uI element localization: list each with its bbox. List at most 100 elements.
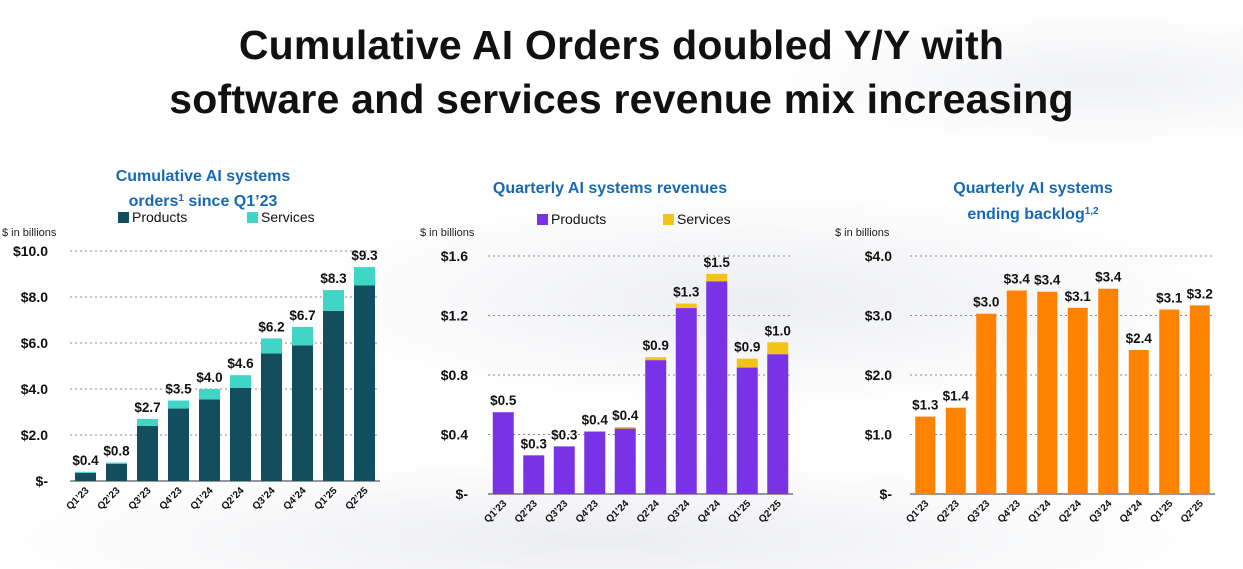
y-tick-label: $1.0 — [865, 427, 892, 443]
x-tick-label: Q1’23 — [904, 498, 931, 525]
bar-products — [584, 431, 606, 494]
bar-backlog — [1189, 305, 1210, 494]
data-label: $1.3 — [912, 398, 939, 413]
legend-label-services: Services — [261, 209, 315, 225]
data-label: $0.4 — [582, 413, 609, 428]
x-tick-label: Q4’24 — [696, 498, 723, 525]
x-tick-label: Q1’23 — [482, 498, 509, 525]
x-tick-label: Q2’24 — [1057, 498, 1084, 525]
bar-services — [261, 338, 282, 354]
x-tick-label: Q1’24 — [604, 498, 631, 525]
x-tick-label: Q2’23 — [935, 498, 962, 525]
page-title-line-2: software and services revenue mix increa… — [169, 76, 1074, 122]
chart-title-text-tail: since Q1’23 — [184, 193, 277, 210]
bar-products — [261, 353, 282, 481]
data-label: $0.5 — [490, 393, 517, 408]
data-label: $1.0 — [765, 323, 791, 338]
bar-services — [75, 471, 96, 473]
x-tick-label: Q3’24 — [1087, 498, 1114, 525]
bar-services — [137, 418, 158, 426]
bar-products — [645, 360, 667, 494]
bar-services — [230, 375, 251, 388]
data-label: $3.4 — [1034, 273, 1061, 288]
data-label: $6.2 — [258, 319, 284, 334]
x-tick-label: Q1’25 — [1148, 498, 1175, 525]
units-label: $ in billions — [420, 227, 475, 239]
x-tick-label: Q4’23 — [158, 485, 185, 512]
data-label: $0.4 — [612, 408, 639, 423]
y-tick-label: $- — [880, 486, 893, 502]
data-label: $0.9 — [643, 338, 669, 353]
bar-products — [354, 285, 375, 481]
bar-services — [354, 267, 375, 286]
y-tick-label: $1.6 — [441, 248, 468, 264]
x-tick-label: Q3’24 — [251, 485, 278, 512]
units-label: $ in billions — [835, 227, 890, 239]
x-tick-label: Q3’23 — [127, 485, 154, 512]
y-tick-label: $6.0 — [21, 335, 48, 351]
bar-products — [106, 463, 127, 481]
bar-backlog — [1159, 309, 1180, 494]
legend-swatch-products — [118, 212, 129, 223]
x-tick-label: Q2’25 — [1179, 498, 1206, 525]
bar-products — [137, 425, 158, 481]
bar-services — [645, 357, 667, 361]
legend-swatch-services — [663, 214, 674, 225]
page-title-line-1: Cumulative AI Orders doubled Y/Y with — [238, 22, 1005, 68]
x-tick-label: Q1’23 — [65, 485, 92, 512]
chart-title-superscript: 1,2 — [1085, 206, 1099, 217]
bar-services — [168, 400, 189, 409]
legend-swatch-services — [247, 212, 258, 223]
units-label: $ in billions — [2, 227, 57, 239]
bar-products — [292, 345, 313, 481]
bar-services — [767, 342, 789, 355]
data-label: $0.9 — [734, 340, 760, 355]
data-label: $0.4 — [72, 453, 99, 468]
bar-services — [706, 273, 728, 282]
chart-title-line-1: Cumulative AI systems — [116, 168, 291, 185]
x-tick-label: Q1’25 — [313, 485, 340, 512]
legend-label-products: Products — [551, 211, 606, 227]
x-tick-label: Q4’24 — [1118, 498, 1145, 525]
bar-backlog — [1098, 288, 1119, 494]
x-tick-label: Q4’23 — [996, 498, 1023, 525]
y-tick-label: $4.0 — [21, 381, 48, 397]
y-tick-label: $0.4 — [441, 427, 468, 443]
y-tick-label: $10.0 — [13, 243, 48, 259]
bar-products — [523, 455, 545, 494]
data-label: $4.6 — [227, 356, 254, 371]
x-tick-label: Q2’23 — [96, 485, 123, 512]
bar-products — [230, 387, 251, 481]
x-tick-label: Q1’24 — [1026, 498, 1053, 525]
data-label: $1.4 — [943, 389, 970, 404]
y-tick-label: $- — [36, 473, 49, 489]
data-label: $1.3 — [673, 285, 700, 300]
chart-title-text: ending backlog — [967, 206, 1084, 223]
data-label: $0.3 — [521, 436, 548, 451]
bar-services — [736, 358, 758, 368]
data-label: $3.0 — [973, 295, 999, 310]
y-tick-label: $0.8 — [441, 367, 468, 383]
bar-products — [168, 408, 189, 481]
x-tick-label: Q2’23 — [513, 498, 540, 525]
x-tick-label: Q2’25 — [344, 485, 371, 512]
chart-title-line-2: orders1 since Q1’23 — [129, 193, 278, 211]
data-label: $8.3 — [320, 271, 347, 286]
data-label: $3.4 — [1004, 272, 1031, 287]
y-tick-label: $- — [456, 486, 469, 502]
bar-services — [614, 427, 636, 429]
chart-3: Quarterly AI systems ending backlog1,2 $ i… — [835, 180, 1215, 525]
chart-1: Cumulative AI systems orders1 since Q1’23… — [2, 168, 380, 512]
x-tick-label: Q2’25 — [757, 498, 784, 525]
data-label: $2.7 — [134, 400, 160, 415]
bar-services — [106, 462, 127, 464]
data-label: $3.5 — [165, 382, 192, 397]
x-tick-label: Q4’23 — [574, 498, 601, 525]
bar-services — [323, 290, 344, 311]
data-label: $3.1 — [1156, 291, 1183, 306]
bar-backlog — [1006, 290, 1027, 494]
bar-products — [199, 399, 220, 481]
legend-label-products: Products — [132, 209, 187, 225]
bar-products — [706, 281, 728, 494]
x-tick-label: Q4’24 — [282, 485, 309, 512]
